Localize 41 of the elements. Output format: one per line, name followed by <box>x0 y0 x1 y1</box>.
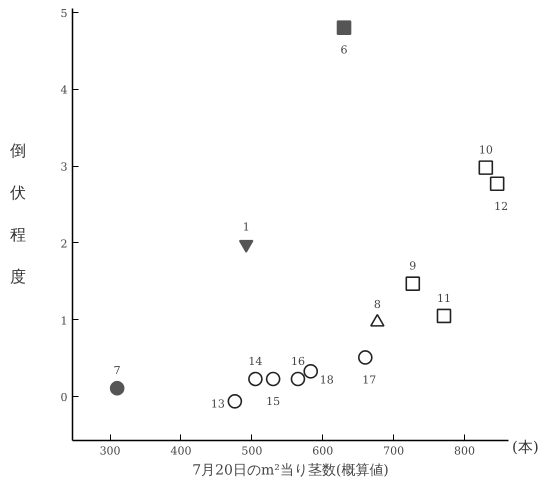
annotation: 10 <box>478 144 493 157</box>
point <box>266 372 280 386</box>
y-tick-label: 5 <box>60 6 68 20</box>
annotation: 9 <box>409 260 416 273</box>
annotation: 8 <box>374 298 381 312</box>
point <box>290 372 306 386</box>
annotation: 13 <box>210 397 225 410</box>
point <box>490 176 504 192</box>
x-tick-label: 600 <box>312 444 334 458</box>
point <box>436 308 452 324</box>
annotation: 1 <box>242 220 250 234</box>
x-tick-label: 500 <box>241 444 262 458</box>
y-tick-label: 1 <box>60 314 68 328</box>
y-tick-label: 2 <box>60 237 68 250</box>
y-tick-label: 4 <box>60 84 68 97</box>
point <box>336 20 352 36</box>
annotation: 16 <box>290 355 305 368</box>
point <box>358 350 373 365</box>
x-tick-label: 800 <box>454 444 476 458</box>
point <box>478 160 494 175</box>
annotation: 15 <box>266 395 280 408</box>
x-tick-label: 300 <box>100 444 121 458</box>
annotation: 18 <box>320 373 334 386</box>
annotation: 12 <box>494 200 508 213</box>
point <box>110 380 124 396</box>
annotation: 14 <box>248 355 262 368</box>
annotation: 11 <box>436 292 451 305</box>
point <box>405 276 420 291</box>
x-axis-title: 7月20日のm²当り茎数(概算値) <box>192 462 389 478</box>
y-tick-label: 3 <box>60 160 68 174</box>
point <box>228 394 242 409</box>
annotation: 17 <box>362 373 376 386</box>
point <box>303 364 318 379</box>
point <box>248 372 263 386</box>
x-tick-label: 400 <box>170 444 192 458</box>
annotation: 6 <box>340 44 348 57</box>
text: 倒伏程度 <box>10 141 26 286</box>
x-tick-label: 700 <box>383 444 404 458</box>
y-tick-label: 0 <box>60 391 68 404</box>
annotation: 7 <box>114 364 121 378</box>
text: (本) <box>512 437 539 458</box>
